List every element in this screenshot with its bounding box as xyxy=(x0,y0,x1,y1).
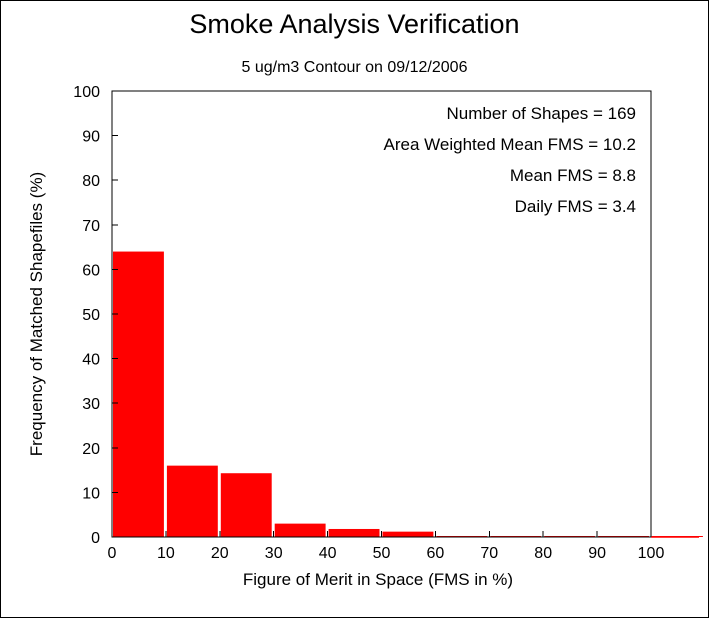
histogram-bar xyxy=(113,251,164,537)
x-axis-label: Figure of Merit in Space (FMS in %) xyxy=(243,570,513,589)
stat-line: Number of Shapes = 169 xyxy=(447,104,636,123)
y-tick-label: 100 xyxy=(73,84,100,101)
histogram-bar xyxy=(220,473,272,537)
y-tick-label: 30 xyxy=(82,396,100,413)
x-tick-label: 30 xyxy=(265,545,283,562)
stats-box: Number of Shapes = 169 Area Weighted Mean… xyxy=(384,104,636,216)
x-tick-label: 90 xyxy=(588,545,606,562)
stat-line: Daily FMS = 3.4 xyxy=(515,197,636,216)
x-tick-label: 10 xyxy=(157,545,175,562)
chart-subtitle: 5 ug/m3 Contour on 09/12/2006 xyxy=(241,59,468,76)
y-tick-label: 10 xyxy=(82,485,100,502)
y-tick-label: 0 xyxy=(91,530,100,547)
histogram-bar xyxy=(382,531,434,537)
x-tick-label: 20 xyxy=(211,545,229,562)
ticks-layer: 0 10 20 30 40 50 60 70 80 90 100 0 10 20 30 40 50 60 70 80 9… xyxy=(73,84,664,562)
stat-line: Area Weighted Mean FMS = 10.2 xyxy=(384,135,636,154)
x-tick-label: 0 xyxy=(108,545,117,562)
y-tick-label: 20 xyxy=(82,441,100,458)
stat-line: Mean FMS = 8.8 xyxy=(510,166,636,185)
x-tick-label: 70 xyxy=(480,545,498,562)
x-tick-label: 50 xyxy=(373,545,391,562)
y-tick-label: 70 xyxy=(82,218,100,235)
y-tick-label: 80 xyxy=(82,173,100,190)
y-axis-label: Frequency of Matched Shapefiles (%) xyxy=(27,172,46,456)
x-tick-label: 40 xyxy=(319,545,337,562)
bars-layer xyxy=(113,251,703,537)
x-tick-label: 100 xyxy=(638,545,665,562)
x-tick-label: 80 xyxy=(534,545,552,562)
histogram-bar xyxy=(328,528,380,537)
y-tick-label: 90 xyxy=(82,129,100,146)
histogram-bar xyxy=(274,523,326,537)
histogram-bar xyxy=(166,465,218,537)
chart-title: Smoke Analysis Verification xyxy=(189,9,520,39)
y-tick-label: 50 xyxy=(82,307,100,324)
y-tick-label: 60 xyxy=(82,262,100,279)
y-tick-label: 40 xyxy=(82,352,100,369)
x-tick-label: 60 xyxy=(427,545,445,562)
